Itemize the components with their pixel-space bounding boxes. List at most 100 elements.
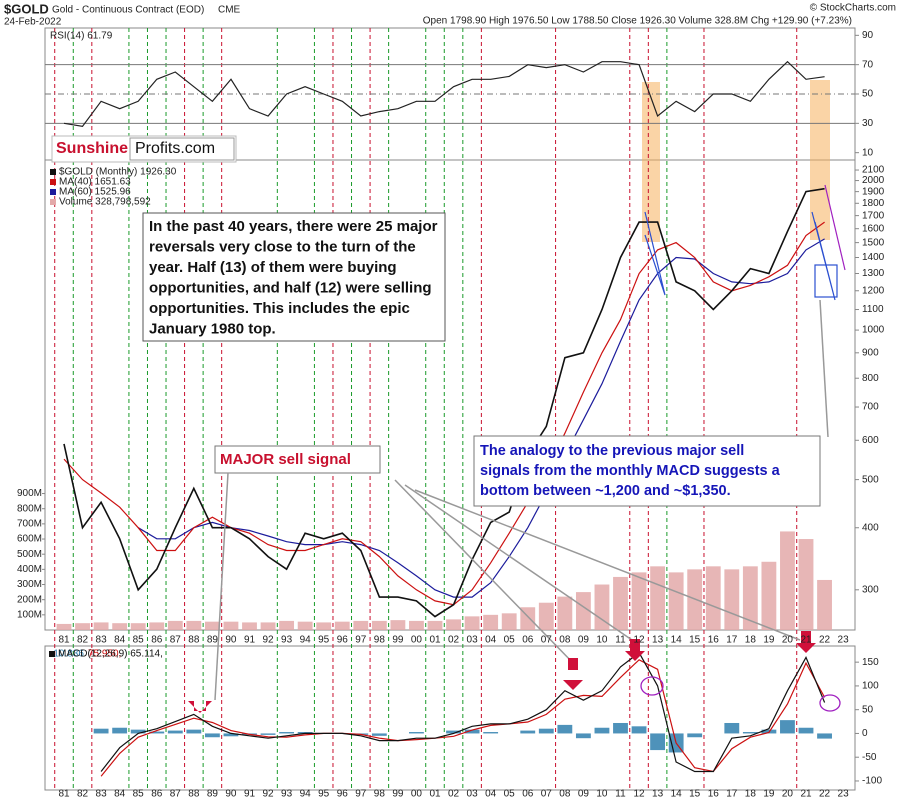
x-tick-label: 19 bbox=[763, 635, 775, 646]
x-tick-label: 06 bbox=[522, 789, 534, 800]
note-box bbox=[214, 445, 381, 474]
bar bbox=[742, 732, 758, 734]
bar bbox=[130, 729, 146, 734]
bar bbox=[575, 733, 591, 739]
x-tick-label: 83 bbox=[96, 789, 108, 800]
y2-tick-label: 100M bbox=[17, 609, 42, 620]
symbol: $GOLD bbox=[4, 1, 49, 16]
copyright: © StockCharts.com bbox=[810, 3, 896, 14]
x-tick-label: 88 bbox=[188, 789, 200, 800]
x-tick-label: 17 bbox=[726, 789, 738, 800]
y2-tick-label: 400M bbox=[17, 564, 42, 575]
bar bbox=[780, 531, 795, 630]
y-tick-label: 600 bbox=[862, 435, 879, 446]
x-tick-label: 10 bbox=[596, 635, 608, 646]
legend-swatch bbox=[50, 169, 56, 175]
x-tick-label: 18 bbox=[745, 789, 757, 800]
bar bbox=[631, 726, 647, 734]
x-tick-label: 94 bbox=[300, 635, 312, 646]
bar bbox=[761, 561, 777, 630]
y-tick-label: 1900 bbox=[862, 186, 885, 197]
y-tick-label: 100 bbox=[862, 681, 879, 692]
x-tick-label: 23 bbox=[838, 635, 850, 646]
x-tick-label: 03 bbox=[467, 635, 479, 646]
x-tick-label: 95 bbox=[318, 635, 330, 646]
bar bbox=[93, 728, 109, 734]
x-tick-label: 06 bbox=[522, 635, 534, 646]
bar bbox=[204, 621, 220, 630]
bar bbox=[446, 730, 461, 734]
x-tick-label: 87 bbox=[170, 789, 182, 800]
bar bbox=[464, 616, 480, 630]
legend-label: -10.836 bbox=[50, 649, 84, 660]
bar bbox=[538, 602, 554, 630]
bar bbox=[483, 614, 499, 630]
x-tick-label: 20 bbox=[782, 789, 794, 800]
x-tick-label: 98 bbox=[374, 789, 386, 800]
annotation: bottom between ~1,200 and ~$1,350. bbox=[480, 483, 731, 499]
x-tick-label: 22 bbox=[819, 635, 831, 646]
y-tick-label: 50 bbox=[862, 89, 874, 100]
bar bbox=[279, 732, 295, 734]
bar bbox=[260, 622, 276, 630]
bar bbox=[186, 729, 202, 734]
bar bbox=[780, 720, 795, 734]
x-tick-label: 94 bbox=[300, 789, 312, 800]
panel-title: RSI(14) 61.79 bbox=[50, 31, 113, 42]
line bbox=[100, 651, 826, 773]
x-tick-label: 97 bbox=[355, 635, 367, 646]
x-tick-label: 95 bbox=[318, 789, 330, 800]
bar bbox=[742, 566, 758, 630]
y-tick-label: -100 bbox=[862, 776, 882, 787]
x-tick-label: 84 bbox=[114, 635, 126, 646]
line bbox=[63, 221, 825, 606]
circles bbox=[640, 676, 841, 712]
x-tick-label: 96 bbox=[337, 789, 349, 800]
x-tick-label: 05 bbox=[504, 789, 516, 800]
annotation: MAJOR sell signal bbox=[220, 451, 351, 468]
bar bbox=[75, 623, 90, 630]
note-box bbox=[473, 435, 821, 507]
x-tick-label: 09 bbox=[578, 635, 590, 646]
x-tick-label: 91 bbox=[244, 789, 256, 800]
legend-swatch bbox=[50, 189, 56, 195]
bar bbox=[390, 620, 406, 630]
bar bbox=[56, 623, 72, 630]
x-tick-label: 01 bbox=[429, 789, 441, 800]
x-tick-label: 07 bbox=[541, 635, 553, 646]
x-tick-label: 00 bbox=[411, 789, 423, 800]
bar bbox=[650, 733, 666, 751]
y-tick-label: 1300 bbox=[862, 268, 885, 279]
sell-arrows bbox=[188, 631, 816, 713]
x-tick-label: 83 bbox=[96, 635, 108, 646]
x-tick-label: 12 bbox=[633, 789, 645, 800]
legend-label: 75.950, bbox=[88, 649, 121, 660]
bar bbox=[334, 621, 350, 630]
quote: Open 1798.90 High 1976.50 Low 1788.50 Cl… bbox=[423, 16, 852, 27]
bar bbox=[464, 729, 480, 734]
y-tick-label: 700 bbox=[862, 402, 879, 413]
x-tick-label: 01 bbox=[429, 635, 441, 646]
x-tick-label: 84 bbox=[114, 789, 126, 800]
x-tick-label: 86 bbox=[151, 635, 163, 646]
bar bbox=[186, 620, 202, 630]
exchange: CME bbox=[218, 5, 241, 16]
x-tick-label: 93 bbox=[281, 635, 293, 646]
bar bbox=[631, 572, 647, 630]
x-tick-label: 96 bbox=[337, 635, 349, 646]
x-tick-label: 20 bbox=[782, 635, 794, 646]
bar bbox=[575, 592, 591, 630]
x-tick-label: 19 bbox=[763, 789, 775, 800]
y-tick-label: 1800 bbox=[862, 198, 885, 209]
x-tick-label: 92 bbox=[262, 789, 274, 800]
highlight bbox=[810, 80, 830, 240]
bar bbox=[483, 732, 499, 734]
y-tick-label: 50 bbox=[862, 704, 874, 715]
y-tick-label: 1500 bbox=[862, 237, 885, 248]
y-tick-label: 300 bbox=[862, 584, 879, 595]
y-tick-label: 1400 bbox=[862, 252, 885, 263]
bar bbox=[724, 722, 740, 734]
x-tick-label: 04 bbox=[485, 635, 497, 646]
